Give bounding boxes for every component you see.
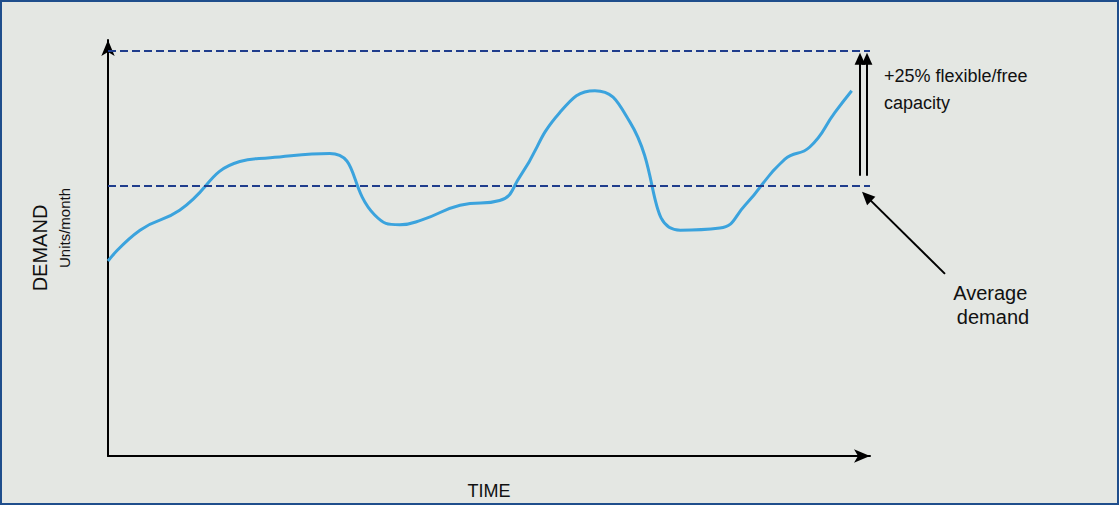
svg-text:demand: demand	[957, 306, 1029, 328]
svg-text:TIME: TIME	[468, 481, 511, 501]
svg-text:+25% flexible/free: +25% flexible/free	[884, 66, 1033, 86]
svg-text:DEMAND: DEMAND	[29, 205, 51, 292]
svg-text:Units/month: Units/month	[56, 188, 73, 268]
svg-text:Average: Average	[953, 282, 1033, 304]
svg-text:capacity: capacity	[884, 93, 950, 113]
